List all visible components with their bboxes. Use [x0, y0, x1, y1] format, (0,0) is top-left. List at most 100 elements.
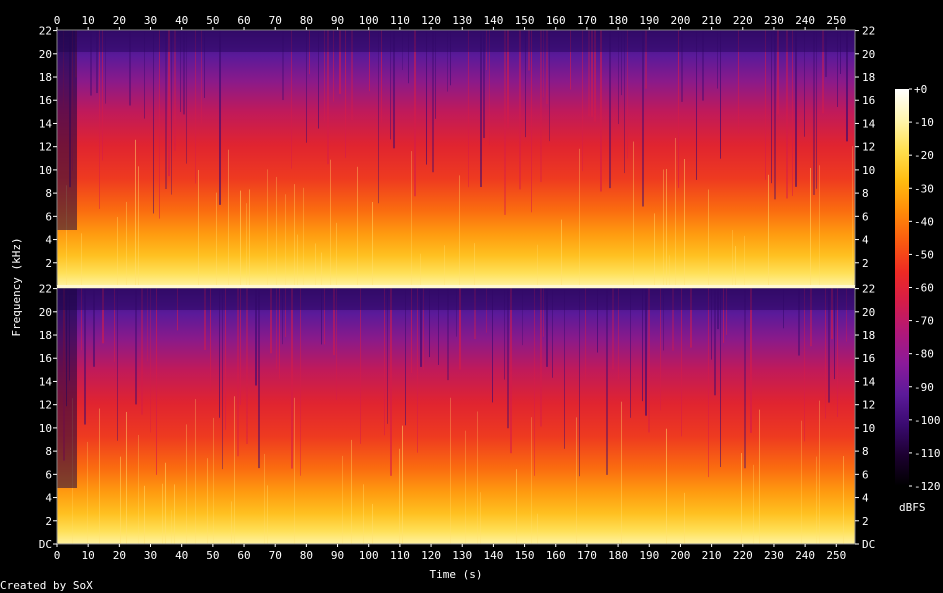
texture-stripe — [465, 430, 466, 544]
texture-stripe — [294, 184, 295, 286]
texture-stripe — [90, 30, 92, 96]
texture-stripe — [822, 30, 824, 114]
texture-stripe — [768, 174, 769, 286]
texture-stripe — [300, 288, 301, 476]
texture-stripe — [834, 288, 835, 380]
texture-stripe — [804, 288, 805, 442]
texture-stripe — [264, 453, 265, 544]
texture-stripe — [504, 288, 505, 380]
texture-stripe — [255, 288, 257, 386]
x-tick-label-bottom: 30 — [144, 549, 157, 562]
texture-stripe — [723, 288, 724, 343]
texture-stripe — [285, 194, 286, 286]
texture-stripe — [846, 288, 847, 342]
texture-stripe — [708, 288, 709, 478]
texture-stripe — [174, 484, 175, 544]
texture-stripe — [732, 229, 733, 286]
texture-stripe — [99, 30, 100, 209]
texture-stripe — [171, 510, 172, 544]
texture-stripe — [741, 453, 742, 544]
texture-stripe — [627, 30, 628, 159]
texture-stripe — [267, 485, 268, 544]
texture-stripe — [324, 288, 325, 345]
texture-stripe — [564, 288, 565, 449]
texture-stripe — [165, 30, 167, 189]
texture-stripe — [816, 30, 817, 189]
texture-stripe — [714, 288, 716, 396]
texture-stripe — [576, 417, 577, 544]
colorbar-ticks: +0 -10 -20 -30 -40 -50 -60 -70 -80 -90 -100 -110 -12… — [909, 83, 941, 493]
colorbar-tick-label: -70 — [914, 315, 934, 328]
texture-stripe — [150, 288, 151, 433]
y-tick-label-left: 2 — [45, 515, 52, 528]
texture-stripe — [87, 441, 88, 544]
x-tick-label-bottom: 40 — [175, 549, 188, 562]
texture-stripe — [246, 203, 247, 286]
y-tick-label-left: 18 — [39, 329, 52, 342]
texture-stripe — [510, 288, 512, 454]
texture-stripe — [93, 288, 95, 367]
x-tick-label-top: 10 — [82, 14, 95, 27]
texture-stripe — [204, 30, 205, 98]
texture-stripe — [276, 288, 277, 369]
texture-stripe — [420, 253, 421, 286]
texture-stripe — [543, 288, 544, 337]
y-tick-label-left: 8 — [45, 445, 52, 458]
x-tick-label-top: 20 — [113, 14, 126, 27]
texture-stripe — [597, 288, 598, 353]
texture-stripe — [681, 288, 682, 437]
channel-separator — [57, 285, 855, 288]
texture-stripe — [408, 30, 409, 84]
texture-stripe — [318, 30, 319, 129]
channel-1-texture — [57, 30, 855, 286]
texture-stripe — [432, 30, 434, 173]
texture-stripe — [399, 448, 400, 544]
texture-stripe — [459, 175, 460, 286]
y-tick-label-left: 12 — [39, 399, 52, 412]
texture-stripe — [765, 30, 766, 180]
footer-credit: Created by SoX — [0, 579, 93, 592]
colorbar-tick-label: -30 — [914, 182, 934, 195]
x-tick-label-top: 70 — [269, 14, 282, 27]
x-tick-label-bottom: 0 — [54, 549, 61, 562]
texture-stripe — [369, 30, 370, 92]
texture-stripe — [198, 169, 199, 286]
x-tick-label-bottom: 100 — [359, 549, 379, 562]
texture-stripe — [306, 30, 307, 143]
texture-stripe — [102, 288, 104, 344]
channel-2-spectrogram — [57, 288, 855, 544]
y-tick-label-left: 8 — [45, 187, 52, 200]
texture-stripe — [531, 417, 532, 544]
x-tick-label-bottom: 160 — [546, 549, 566, 562]
texture-stripe — [669, 255, 670, 286]
texture-stripe — [423, 288, 424, 371]
texture-stripe — [483, 30, 485, 139]
texture-stripe — [309, 30, 310, 75]
x-tick-label-top: 40 — [175, 14, 188, 27]
y-tick-label-left: 16 — [39, 352, 52, 365]
texture-stripe — [99, 408, 100, 544]
x-tick-label-top: 120 — [421, 14, 441, 27]
texture-stripe — [675, 137, 676, 286]
texture-stripe — [543, 30, 544, 98]
texture-stripe — [216, 192, 217, 286]
texture-stripe — [360, 288, 361, 444]
x-tick-label-bottom: 230 — [764, 549, 784, 562]
texture-stripe — [294, 397, 295, 544]
texture-stripe — [84, 288, 86, 425]
x-tick-label-bottom: 210 — [702, 549, 722, 562]
y-tick-label-right: 20 — [862, 48, 875, 61]
y-tick-label-right: 12 — [862, 141, 875, 154]
y-tick-label-right: 16 — [862, 94, 875, 107]
texture-stripe — [129, 30, 131, 106]
texture-stripe — [750, 288, 752, 433]
channel-1-spectrogram — [57, 30, 855, 286]
intro-region — [57, 30, 77, 230]
texture-stripe — [117, 288, 118, 441]
texture-stripe — [282, 30, 284, 101]
texture-stripe — [105, 30, 106, 104]
texture-stripe — [258, 288, 260, 469]
texture-stripe — [303, 187, 304, 286]
texture-stripe — [612, 288, 614, 370]
texture-stripe — [339, 30, 341, 94]
